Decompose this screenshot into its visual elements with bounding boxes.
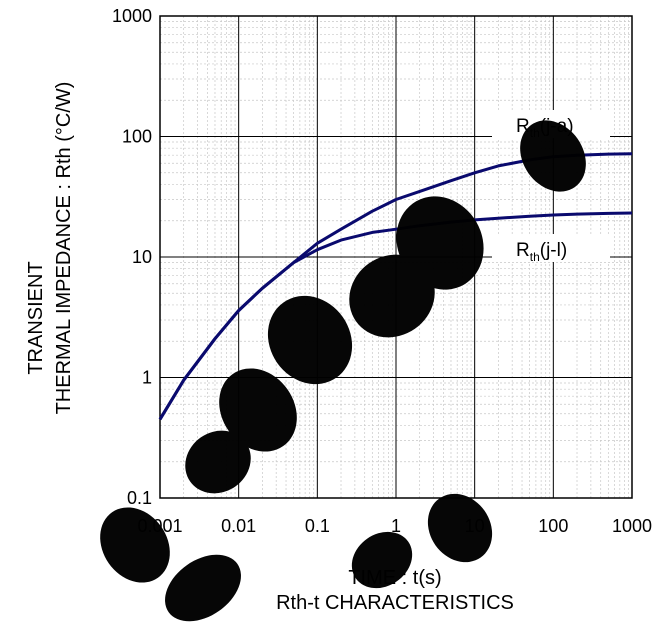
series-line-rth-j-l [158, 211, 633, 421]
plot-frame [159, 15, 633, 499]
y-axis-title-line2: THERMAL IMPEDANCE : Rth (°C/W) [53, 82, 75, 415]
y-tick-labels: 0.1 1 10 100 1000 [112, 6, 152, 508]
y-tick-label: 1 [142, 368, 152, 388]
y-tick-label: 1000 [112, 6, 152, 26]
x-tick-label: 0.01 [221, 516, 256, 536]
chart-caption: Rth-t CHARACTERISTICS [276, 592, 514, 614]
x-tick-label: 0.1 [305, 516, 330, 536]
y-axis-title-line1: TRANSIENT [25, 261, 47, 374]
x-tick-label: 1000 [612, 516, 652, 536]
watermark [100, 120, 586, 622]
y-tick-label: 0.1 [127, 488, 152, 508]
series-label-rth-j-l: Rth(j-l) [516, 240, 567, 264]
x-tick-label: 100 [538, 516, 568, 536]
series-labels: Rth(j-a)Rth(j-l) [492, 110, 610, 264]
y-tick-label: 10 [132, 247, 152, 267]
y-tick-label: 100 [122, 127, 152, 147]
x-tick-label: 1 [391, 516, 401, 536]
series-label-bg [492, 234, 610, 262]
